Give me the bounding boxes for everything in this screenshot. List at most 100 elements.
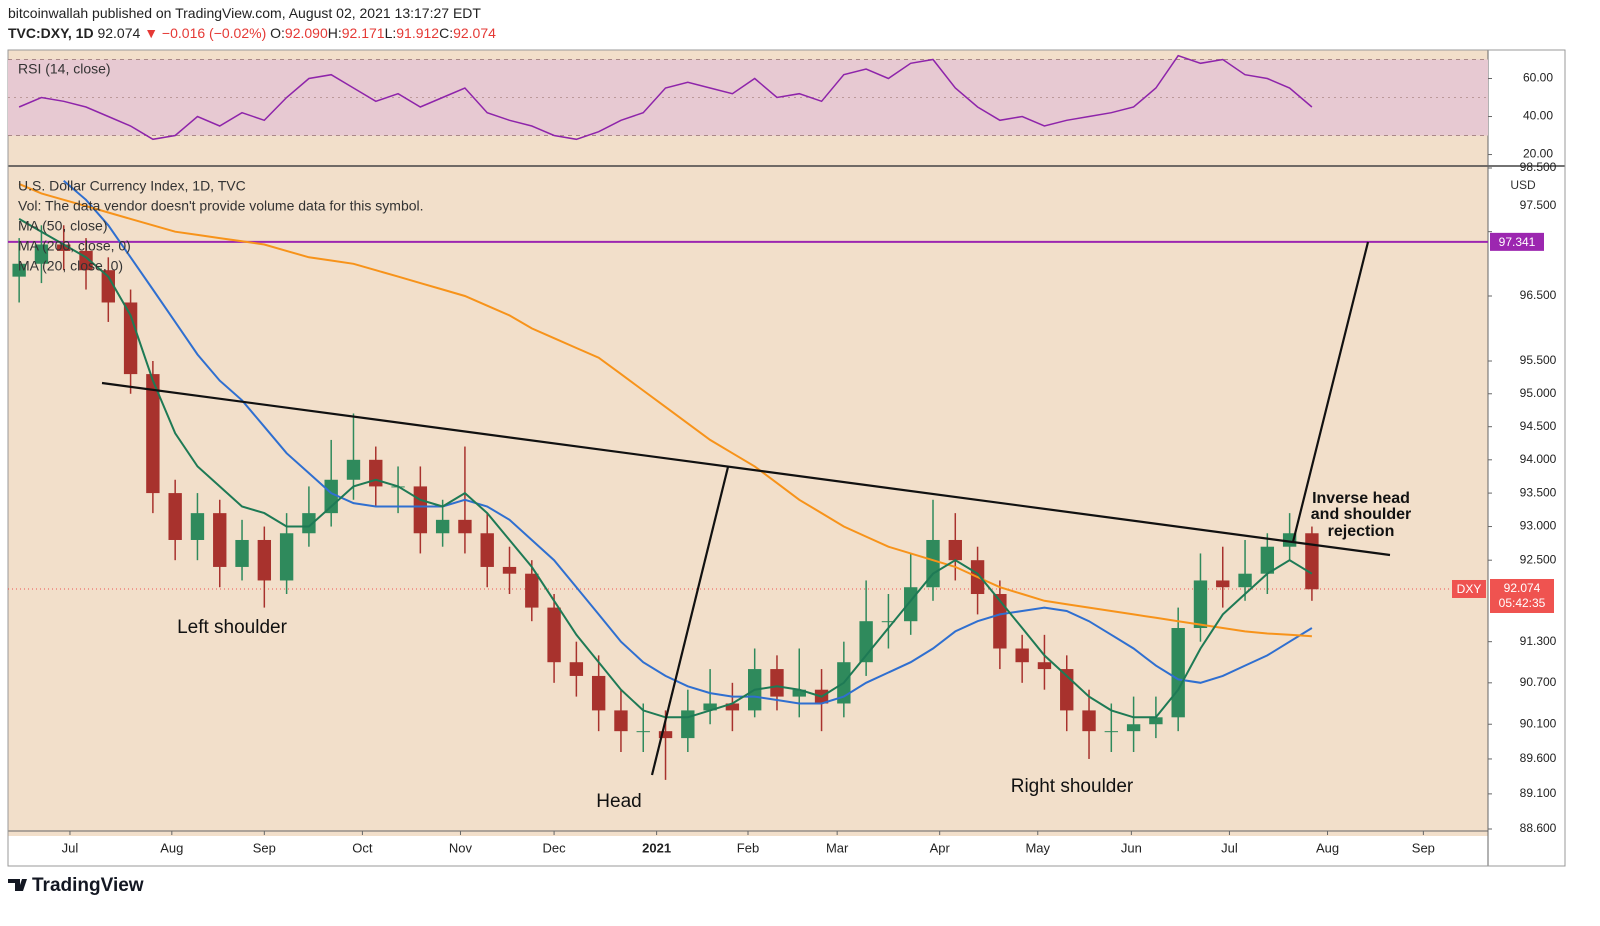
candle-body xyxy=(57,244,71,251)
y-tick-label: 95.000 xyxy=(1520,386,1557,400)
candle-body xyxy=(235,539,249,567)
plot-background xyxy=(8,50,1488,836)
level-label: 97.341 xyxy=(1499,235,1536,249)
level-badge xyxy=(1490,232,1544,251)
currency-label: USD xyxy=(1510,178,1536,192)
countdown-label: 05:42:35 xyxy=(1499,596,1546,610)
candle-body xyxy=(101,270,115,303)
candle-body xyxy=(480,533,494,567)
volume-note: Vol: The data vendor doesn't provide vol… xyxy=(18,198,424,214)
frame xyxy=(7,49,1566,867)
price-pane xyxy=(8,179,1488,780)
symbol-label: DXY xyxy=(1457,582,1482,596)
candle-body xyxy=(213,513,227,567)
x-tick-label: Feb xyxy=(737,840,759,855)
pattern-drawings xyxy=(101,241,1391,776)
ohlc-label: L: xyxy=(384,25,397,41)
price-label: 92.074 xyxy=(1504,581,1541,595)
y-tick-label: 89.600 xyxy=(1520,751,1557,765)
ohlc-label: H: xyxy=(327,25,342,41)
ohlc-label: C: xyxy=(439,25,454,41)
candle-body xyxy=(146,374,160,494)
y-tick-label: 97.500 xyxy=(1520,198,1557,212)
y-tick-label: 40.00 xyxy=(1523,109,1553,123)
x-tick-label: Aug xyxy=(1316,840,1339,855)
x-tick-label: Jul xyxy=(62,840,79,855)
moving-average xyxy=(18,182,1312,638)
candle-body xyxy=(681,710,695,739)
y-tick-label: 96.500 xyxy=(1520,288,1557,302)
symbol: TVC:DXY, 1D xyxy=(8,25,94,41)
candle-body xyxy=(502,566,517,574)
y-tick-label: 90.100 xyxy=(1520,716,1557,730)
candle-body xyxy=(324,479,338,514)
candle-body xyxy=(1082,710,1096,732)
candle-body xyxy=(190,513,205,540)
candle-body xyxy=(1260,546,1275,574)
y-tick-label: 90.700 xyxy=(1520,675,1557,689)
x-tick-label: Apr xyxy=(930,840,951,855)
y-tick-label: 89.100 xyxy=(1520,786,1557,800)
moving-average xyxy=(63,179,1313,705)
ma-legend: MA (50, close) xyxy=(18,218,107,234)
y-tick-label: 60.00 xyxy=(1523,71,1553,85)
candle-body xyxy=(1149,717,1163,725)
rsi-line xyxy=(18,54,1313,141)
candle-body xyxy=(369,459,383,487)
candle-body xyxy=(1216,580,1230,588)
x-tick-label: Aug xyxy=(160,840,183,855)
y-tick-label: 93.500 xyxy=(1520,485,1557,499)
candle-body xyxy=(525,573,539,608)
annotation: Right shoulder xyxy=(1011,776,1134,797)
candle-body xyxy=(346,459,361,480)
y-tick-label: 88.600 xyxy=(1520,821,1557,835)
candle-body xyxy=(279,533,294,581)
y-tick-label: 98.500 xyxy=(1520,160,1557,174)
annotation: rejection xyxy=(1328,523,1395,540)
x-tick-label: Jul xyxy=(1221,840,1238,855)
candle-body xyxy=(1305,533,1319,590)
rsi-legend: RSI (14, close) xyxy=(18,61,111,77)
candle-body xyxy=(948,539,962,561)
x-tick-label: Oct xyxy=(352,840,373,855)
candle-body xyxy=(34,244,49,264)
x-tick-label: May xyxy=(1025,840,1050,855)
candle-body xyxy=(591,675,606,711)
annotation: and shoulder xyxy=(1311,506,1411,523)
symbol-legend: U.S. Dollar Currency Index, 1D, TVC xyxy=(18,178,246,194)
candle-body xyxy=(1171,628,1185,718)
candle-body xyxy=(792,689,806,697)
candle-body xyxy=(1282,533,1297,547)
candle-body xyxy=(904,587,918,622)
head-depth-line xyxy=(650,466,730,776)
price-badge xyxy=(1490,578,1554,613)
candle-body xyxy=(1037,662,1052,670)
y-tick-label: 94.500 xyxy=(1520,419,1557,433)
symbol-line: TVC:DXY, 1D 92.074 ▼ −0.016 (−0.02%) O:9… xyxy=(8,25,496,41)
candle-body xyxy=(1015,648,1029,663)
y-tick-label: 94.000 xyxy=(1520,452,1557,466)
x-tick-label: Mar xyxy=(826,840,849,855)
y-tick-label: 95.500 xyxy=(1520,353,1557,367)
annotation: Inverse head xyxy=(1312,490,1410,507)
x-tick-label: Jun xyxy=(1121,840,1142,855)
ohlc-label: O: xyxy=(270,25,285,41)
candle-body xyxy=(458,519,472,534)
candle-body xyxy=(569,662,584,676)
x-tick-label: Sep xyxy=(253,840,276,855)
candle-body xyxy=(123,302,138,375)
y-tick-label: 91.300 xyxy=(1520,634,1557,648)
candle-body xyxy=(1126,724,1141,732)
candle-body xyxy=(658,731,673,739)
y-tick-label: 92.500 xyxy=(1520,552,1557,566)
x-tick-label: Nov xyxy=(449,840,473,855)
target-line xyxy=(1291,241,1370,543)
candle-body xyxy=(413,486,428,534)
neckline xyxy=(101,381,1391,557)
x-tick-label: 2021 xyxy=(642,840,671,855)
y-tick-label: 20.00 xyxy=(1523,147,1553,161)
candle-body xyxy=(770,669,784,697)
ohlc-value: 91.912 xyxy=(396,25,440,41)
ma-legend: MA (20, close, 0) xyxy=(18,258,123,274)
